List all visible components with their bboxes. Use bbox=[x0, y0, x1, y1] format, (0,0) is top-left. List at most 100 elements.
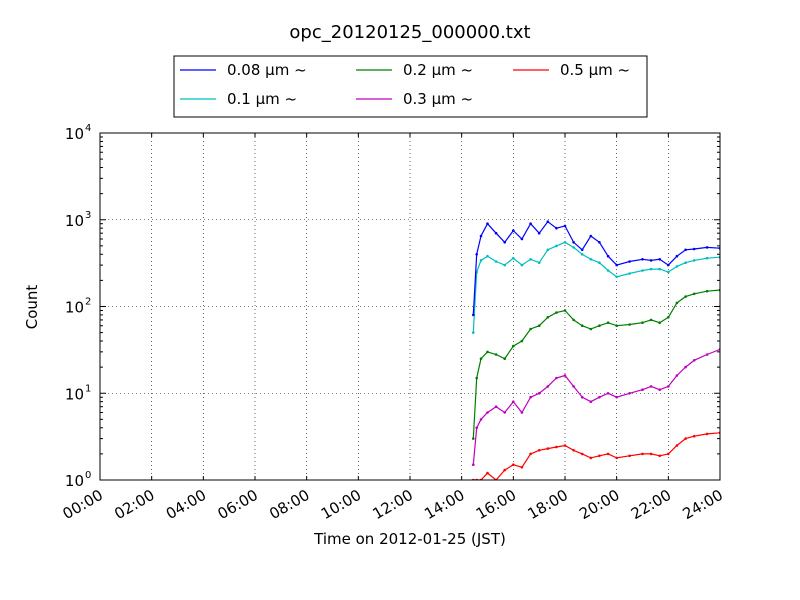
series-point bbox=[641, 452, 644, 456]
series-point bbox=[537, 392, 541, 395]
series-point bbox=[512, 229, 515, 232]
series-point bbox=[615, 456, 618, 460]
series-line-0 bbox=[472, 220, 720, 315]
series-point bbox=[705, 289, 709, 293]
legend-label: 0.1 μm ~ bbox=[227, 90, 297, 108]
series-point bbox=[598, 395, 601, 399]
series-point bbox=[705, 353, 709, 356]
series-point bbox=[572, 246, 575, 249]
series-point bbox=[589, 327, 593, 331]
y-tick-exponent: 4 bbox=[85, 123, 91, 134]
series-point bbox=[555, 311, 558, 314]
series-point bbox=[684, 261, 687, 265]
series-point bbox=[486, 222, 489, 225]
series-point bbox=[684, 437, 687, 440]
series-point bbox=[563, 309, 567, 312]
series-line-2 bbox=[472, 289, 720, 439]
series-point bbox=[537, 449, 541, 452]
series-point bbox=[641, 269, 644, 272]
series-point bbox=[649, 318, 653, 322]
series-point bbox=[667, 270, 670, 274]
series-point bbox=[705, 246, 709, 249]
series-point bbox=[675, 374, 679, 377]
series-point bbox=[572, 385, 575, 388]
series-point bbox=[649, 452, 653, 456]
series-point bbox=[580, 452, 584, 456]
series-point bbox=[475, 426, 479, 430]
series-point bbox=[628, 272, 631, 275]
series-point bbox=[675, 265, 679, 268]
series-point bbox=[494, 260, 498, 263]
series-point bbox=[675, 444, 679, 447]
series-point bbox=[580, 253, 584, 256]
series-point bbox=[649, 267, 653, 271]
series-point bbox=[641, 388, 644, 392]
x-tick-label: 08:00 bbox=[266, 486, 312, 523]
series-point bbox=[546, 220, 550, 223]
series-point bbox=[472, 331, 475, 334]
series-point bbox=[628, 392, 631, 395]
legend-label: 0.5 μm ~ bbox=[560, 61, 630, 79]
series-point bbox=[658, 454, 661, 458]
x-axis-label: Time on 2012-01-25 (JST) bbox=[313, 530, 506, 548]
series-point bbox=[589, 400, 593, 404]
series-point bbox=[572, 241, 575, 244]
x-tick-label: 04:00 bbox=[163, 486, 209, 523]
series-point bbox=[563, 444, 567, 447]
y-tick-label: 10 bbox=[65, 299, 84, 317]
series-line-1 bbox=[472, 241, 720, 333]
series-point bbox=[684, 248, 687, 252]
series-point bbox=[494, 353, 498, 356]
series-point bbox=[598, 324, 601, 328]
series-point bbox=[546, 248, 550, 252]
series-point bbox=[615, 263, 618, 267]
series-point bbox=[529, 222, 532, 225]
series-point bbox=[606, 452, 610, 456]
series-point bbox=[472, 313, 475, 317]
series-point bbox=[555, 244, 558, 248]
series-point bbox=[667, 263, 670, 267]
y-tick-exponent: 2 bbox=[85, 297, 91, 308]
series-point bbox=[494, 231, 498, 235]
series-point bbox=[606, 269, 610, 272]
series-point bbox=[667, 385, 670, 388]
series-point bbox=[512, 400, 515, 404]
grid bbox=[100, 133, 720, 480]
series-point bbox=[529, 395, 532, 399]
series-point bbox=[520, 466, 524, 469]
series-point bbox=[649, 259, 653, 262]
series-point bbox=[503, 411, 507, 414]
series-point bbox=[589, 258, 593, 261]
series-point bbox=[598, 454, 601, 458]
series-point bbox=[692, 292, 696, 296]
series-point bbox=[563, 374, 567, 377]
legend: 0.08 μm ~ 0.1 μm ~ 0.2 μm ~ 0.3 μm ~ 0.5 μm … bbox=[173, 55, 648, 118]
series-point bbox=[628, 323, 631, 326]
x-tick-label: 12:00 bbox=[370, 486, 416, 523]
series-point bbox=[475, 376, 479, 380]
series-point bbox=[658, 388, 661, 392]
series-point bbox=[641, 258, 644, 261]
y-axis-label: Count bbox=[23, 285, 41, 330]
x-tick-label: 24:00 bbox=[680, 486, 726, 523]
series-point bbox=[472, 463, 475, 467]
series-point bbox=[503, 241, 507, 244]
series-point bbox=[572, 449, 575, 452]
series-point bbox=[520, 263, 524, 267]
series-point bbox=[606, 321, 610, 325]
y-tick-exponent: 0 bbox=[85, 470, 91, 481]
series-point bbox=[555, 226, 558, 230]
series-point bbox=[529, 327, 532, 331]
series-point bbox=[486, 471, 489, 475]
series-point bbox=[692, 434, 696, 438]
x-tick-label: 22:00 bbox=[628, 486, 674, 523]
series-point bbox=[503, 357, 507, 361]
series-point bbox=[479, 259, 483, 262]
x-tick-label: 18:00 bbox=[525, 486, 571, 523]
series-point bbox=[503, 263, 507, 267]
series-line-3 bbox=[472, 348, 720, 465]
x-tick-label: 02:00 bbox=[111, 486, 157, 523]
series-point bbox=[479, 357, 483, 361]
